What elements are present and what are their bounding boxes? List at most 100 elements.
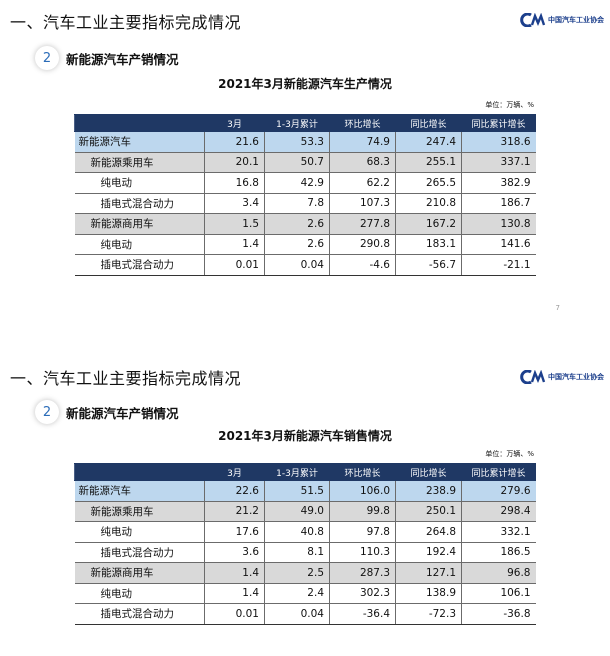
- table-cell: 51.5: [264, 480, 330, 502]
- table-cell: 2.4: [264, 582, 330, 604]
- row-label: 新能源汽车: [74, 131, 205, 153]
- table-cell: 279.6: [461, 480, 536, 502]
- table-cell: 138.9: [395, 582, 462, 604]
- section-label: 2 新能源汽车产销情况: [35, 46, 179, 70]
- caam-logo: 中国汽车工业协会: [520, 369, 604, 385]
- column-header: 同比增长: [395, 114, 462, 132]
- column-header: 同比增长: [395, 463, 462, 481]
- row-label: 插电式混合动力: [74, 192, 205, 214]
- column-header: 环比增长: [329, 114, 396, 132]
- table-cell: 250.1: [395, 500, 462, 522]
- table-cell: 1.4: [204, 582, 265, 604]
- table-cell: 21.6: [204, 131, 265, 153]
- table-cell: 97.8: [329, 521, 396, 543]
- table-cell: 183.1: [395, 233, 462, 255]
- unit-note: 单位：万辆、%: [485, 450, 534, 458]
- table-cell: 302.3: [329, 582, 396, 604]
- table-cell: 0.04: [264, 254, 330, 276]
- table-cell: 127.1: [395, 562, 462, 584]
- table-cell: 8.1: [264, 541, 330, 563]
- row-label: 插电式混合动力: [74, 254, 205, 276]
- table-row: 新能源汽车 22.6 51.5 106.0 238.9 279.6: [74, 480, 536, 502]
- table-row: 新能源乘用车 20.1 50.7 68.3 255.1 337.1: [74, 151, 536, 173]
- column-header: 3月: [204, 114, 265, 132]
- table-cell: 68.3: [329, 151, 396, 173]
- row-label: 新能源商用车: [74, 213, 205, 235]
- table-cell: 20.1: [204, 151, 265, 173]
- table-cell: 0.01: [204, 254, 265, 276]
- row-label: 纯电动: [74, 233, 205, 255]
- column-header: 3月: [204, 463, 265, 481]
- production-table: 3月 1-3月累计 环比增长 同比增长 同比累计增长 新能源汽车 21.6 53.3…: [74, 114, 536, 276]
- table-row: 纯电动 16.8 42.9 62.2 265.5 382.9: [74, 172, 536, 194]
- row-label: 纯电动: [74, 172, 205, 194]
- table-cell: 50.7: [264, 151, 330, 173]
- column-header: 同比累计增长: [461, 114, 536, 132]
- slide-heading: 一、汽车工业主要指标完成情况: [10, 369, 242, 388]
- table-cell: 238.9: [395, 480, 462, 502]
- slide-heading: 一、汽车工业主要指标完成情况: [10, 13, 242, 32]
- table-row: 新能源商用车 1.4 2.5 287.3 127.1 96.8: [74, 562, 536, 584]
- section-number: 2: [35, 46, 59, 70]
- row-label: 新能源汽车: [74, 480, 205, 502]
- row-label: 新能源乘用车: [74, 151, 205, 173]
- table-cell: 3.4: [204, 192, 265, 214]
- table-cell: 96.8: [461, 562, 536, 584]
- column-header: 同比累计增长: [461, 463, 536, 481]
- table-cell: 7.8: [264, 192, 330, 214]
- unit-note: 单位：万辆、%: [485, 101, 534, 109]
- table-cell: 332.1: [461, 521, 536, 543]
- table-cell: -36.4: [329, 603, 396, 625]
- table-cell: 186.7: [461, 192, 536, 214]
- row-label: 新能源乘用车: [74, 500, 205, 522]
- table-cell: 382.9: [461, 172, 536, 194]
- table-cell: -21.1: [461, 254, 536, 276]
- table-cell: 21.2: [204, 500, 265, 522]
- row-label: 插电式混合动力: [74, 603, 205, 625]
- table-cell: 287.3: [329, 562, 396, 584]
- table-cell: 106.0: [329, 480, 396, 502]
- table-cell: 107.3: [329, 192, 396, 214]
- table-cell: 1.4: [204, 233, 265, 255]
- table-cell: -4.6: [329, 254, 396, 276]
- table-row: 纯电动 17.6 40.8 97.8 264.8 332.1: [74, 521, 536, 543]
- table-cell: 337.1: [461, 151, 536, 173]
- table-row: 插电式混合动力 0.01 0.04 -36.4 -72.3 -36.8: [74, 603, 536, 625]
- table-cell: 40.8: [264, 521, 330, 543]
- table-cell: 130.8: [461, 213, 536, 235]
- table-cell: 264.8: [395, 521, 462, 543]
- row-label: 纯电动: [74, 582, 205, 604]
- table-cell: 110.3: [329, 541, 396, 563]
- column-header: 1-3月累计: [264, 114, 330, 132]
- row-label: 插电式混合动力: [74, 541, 205, 563]
- table-cell: 2.6: [264, 233, 330, 255]
- table-row: 纯电动 1.4 2.4 302.3 138.9 106.1: [74, 582, 536, 604]
- table-row: 新能源汽车 21.6 53.3 74.9 247.4 318.6: [74, 131, 536, 153]
- table-cell: 210.8: [395, 192, 462, 214]
- table-title: 2021年3月新能源汽车生产情况: [218, 77, 392, 91]
- table-cell: -72.3: [395, 603, 462, 625]
- column-header: [74, 114, 205, 132]
- table-cell: 17.6: [204, 521, 265, 543]
- table-cell: 74.9: [329, 131, 396, 153]
- table-cell: 290.8: [329, 233, 396, 255]
- table-row: 插电式混合动力 0.01 0.04 -4.6 -56.7 -21.1: [74, 254, 536, 276]
- logo-text: 中国汽车工业协会: [548, 16, 604, 24]
- slide-sales: 一、汽车工业主要指标完成情况 中国汽车工业协会 2 新能源汽车产销情况 2021…: [0, 357, 610, 656]
- sales-table: 3月 1-3月累计 环比增长 同比增长 同比累计增长 新能源汽车 22.6 51.5…: [74, 463, 536, 625]
- row-label: 新能源商用车: [74, 562, 205, 584]
- section-label: 2 新能源汽车产销情况: [35, 400, 179, 424]
- caam-logo-icon: [520, 13, 546, 27]
- logo-text: 中国汽车工业协会: [548, 373, 604, 381]
- caam-logo-icon: [520, 370, 546, 384]
- table-cell: 3.6: [204, 541, 265, 563]
- table-cell: 192.4: [395, 541, 462, 563]
- table-cell: 49.0: [264, 500, 330, 522]
- table-cell: 265.5: [395, 172, 462, 194]
- column-header: [74, 463, 205, 481]
- table-cell: 247.4: [395, 131, 462, 153]
- table-cell: 0.04: [264, 603, 330, 625]
- column-header: 环比增长: [329, 463, 396, 481]
- table-cell: 298.4: [461, 500, 536, 522]
- slide-production: 一、汽车工业主要指标完成情况 中国汽车工业协会 2 新能源汽车产销情况 2021…: [0, 0, 610, 320]
